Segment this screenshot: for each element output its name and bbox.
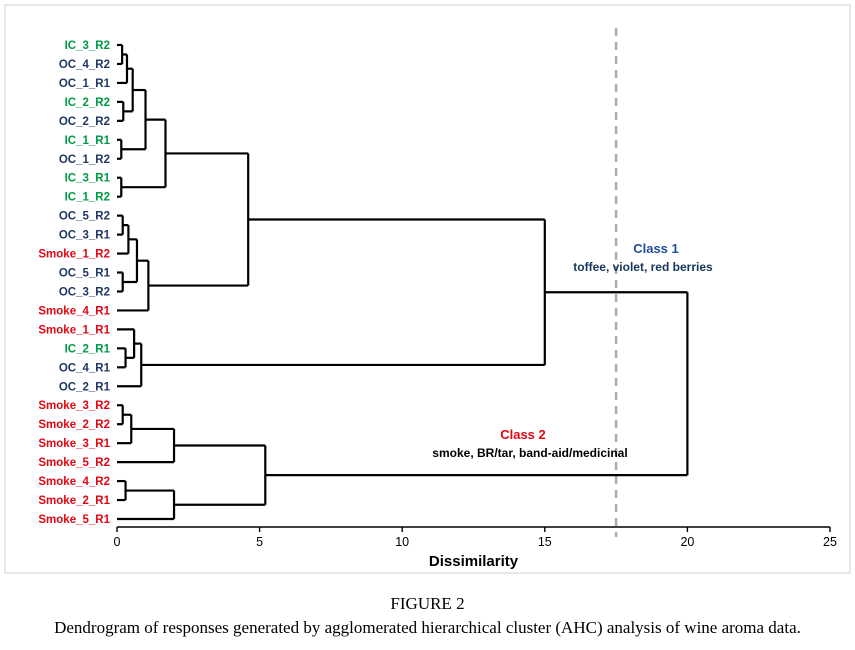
leaf-label-OC_5_R1: OC_5_R1: [59, 268, 111, 280]
dendrogram-lines: [117, 43, 689, 521]
x-axis-tick-label: 25: [823, 535, 837, 549]
leaf-label-OC_3_R1: OC_3_R1: [59, 230, 111, 242]
leaf-label-Smoke_4_R2: Smoke_4_R2: [38, 476, 110, 488]
leaf-label-OC_1_R2: OC_1_R2: [59, 154, 110, 166]
leaf-label-OC_2_R1: OC_2_R1: [59, 381, 111, 393]
x-axis-tick-label: 10: [395, 535, 409, 549]
leaf-label-Smoke_2_R1: Smoke_2_R1: [38, 495, 110, 507]
leaf-label-OC_2_R2: OC_2_R2: [59, 116, 110, 128]
class-1-title: Class 1: [633, 241, 679, 256]
figure-caption-text: Dendrogram of responses generated by agg…: [54, 618, 801, 637]
leaf-label-Smoke_1_R1: Smoke_1_R1: [38, 324, 110, 336]
leaf-label-OC_4_R2: OC_4_R2: [59, 59, 110, 71]
figure-caption: FIGURE 2 Dendrogram of responses generat…: [0, 594, 855, 638]
x-axis: 0 5 10 15 20 25 Dissimilarity: [114, 526, 837, 570]
class-1-annotation: Class 1 toffee, violet, red berries: [573, 241, 713, 274]
figure-border: [4, 4, 851, 574]
leaf-label-Smoke_3_R2: Smoke_3_R2: [38, 400, 110, 412]
leaf-label-IC_1_R1: IC_1_R1: [65, 135, 111, 147]
leaf-label-Smoke_3_R1: Smoke_3_R1: [38, 438, 110, 450]
leaf-label-OC_1_R1: OC_1_R1: [59, 78, 111, 90]
leaf-label-Smoke_5_R1: Smoke_5_R1: [38, 514, 110, 526]
leaf-label-IC_2_R2: IC_2_R2: [65, 97, 110, 109]
leaf-label-Smoke_2_R2: Smoke_2_R2: [38, 419, 110, 431]
leaf-label-Smoke_5_R2: Smoke_5_R2: [38, 457, 110, 469]
leaf-label-IC_3_R1: IC_3_R1: [65, 173, 111, 185]
figure-caption-label: FIGURE 2: [390, 594, 465, 613]
leaf-label-Smoke_1_R2: Smoke_1_R2: [38, 249, 110, 261]
x-axis-title: Dissimilarity: [429, 553, 519, 570]
class-2-annotation: Class 2 smoke, BR/tar, band-aid/medicinal: [432, 427, 627, 460]
leaf-label-OC_4_R1: OC_4_R1: [59, 362, 111, 374]
leaf-label-IC_3_R2: IC_3_R2: [65, 40, 110, 52]
dendrogram-chart: IC_3_R2 OC_4_R2 OC_1_R1 IC_2_R2 OC_2_R2 IC_1_…: [4, 4, 851, 574]
x-axis-tick-label: 20: [680, 535, 694, 549]
dendrogram-figure: IC_3_R2 OC_4_R2 OC_1_R1 IC_2_R2 OC_2_R2 IC_1_…: [4, 4, 851, 574]
leaf-label-Smoke_4_R1: Smoke_4_R1: [38, 305, 110, 317]
leaf-labels: IC_3_R2 OC_4_R2 OC_1_R1 IC_2_R2 OC_2_R2 IC_1_…: [38, 40, 110, 526]
x-axis-tick-label: 15: [538, 535, 552, 549]
class-2-title: Class 2: [500, 427, 546, 442]
leaf-label-OC_3_R2: OC_3_R2: [59, 286, 110, 298]
x-axis-tick-label: 0: [114, 535, 121, 549]
x-axis-tick-label: 5: [256, 535, 263, 549]
leaf-label-OC_5_R2: OC_5_R2: [59, 211, 110, 223]
leaf-label-IC_2_R1: IC_2_R1: [65, 343, 111, 355]
class-1-subtitle: toffee, violet, red berries: [573, 260, 713, 274]
leaf-label-IC_1_R2: IC_1_R2: [65, 192, 110, 204]
class-2-subtitle: smoke, BR/tar, band-aid/medicinal: [432, 446, 627, 460]
